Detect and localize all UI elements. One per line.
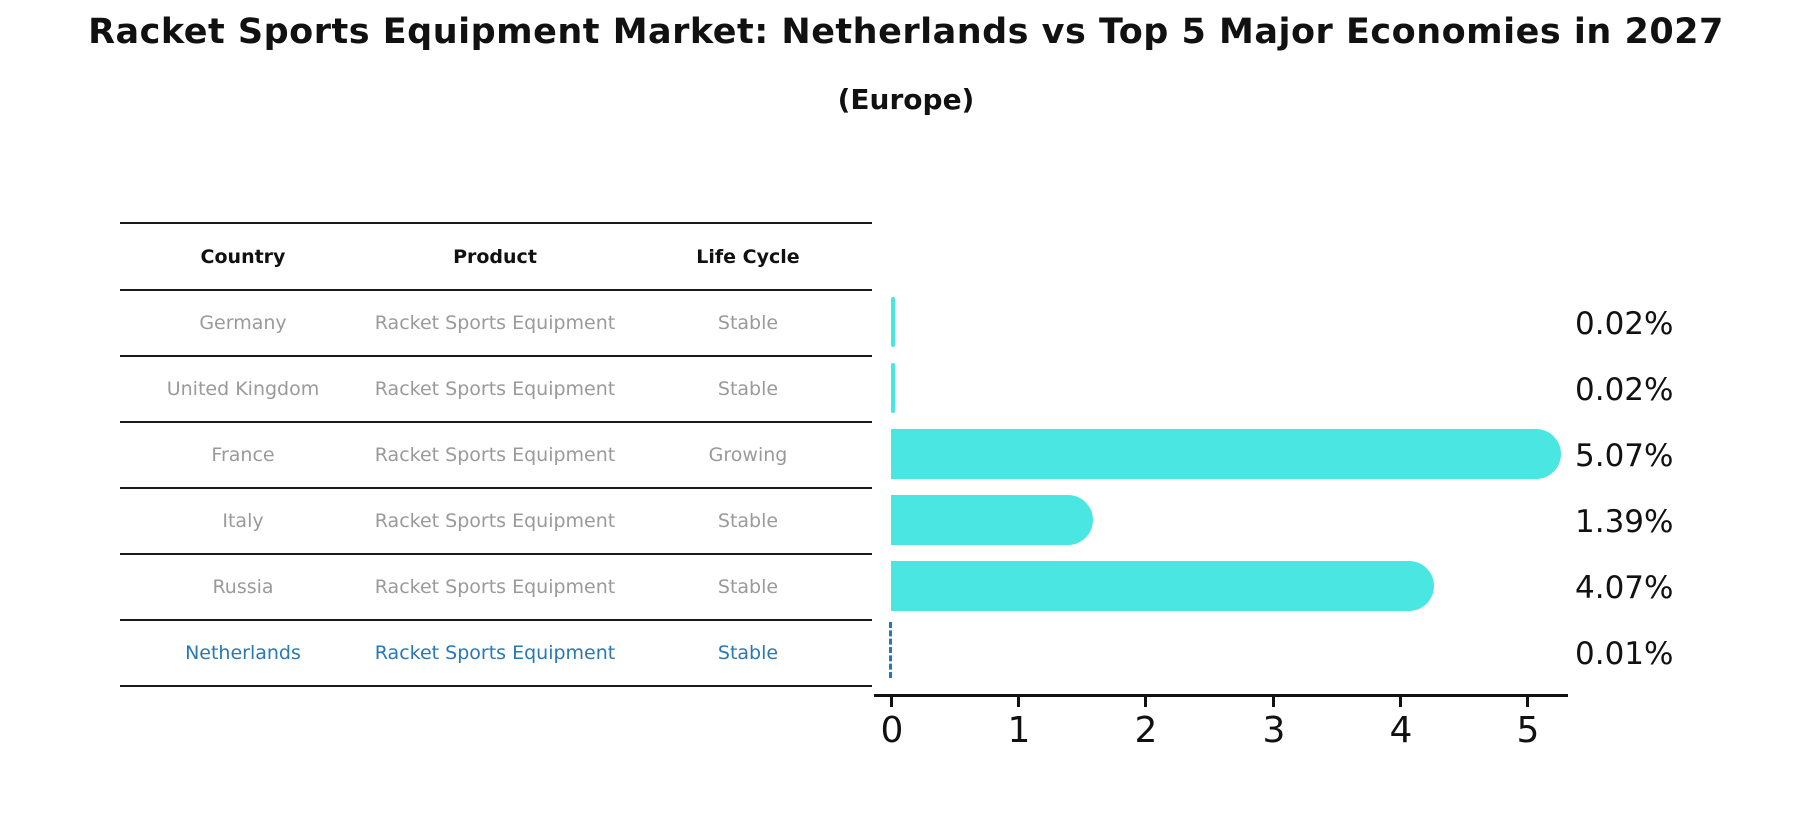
country-table: Country Product Life Cycle Germany Racke… xyxy=(120,222,872,687)
bar-united-kingdom xyxy=(891,363,895,413)
life-cycle-cell: Growing xyxy=(708,444,788,466)
country-cell: Germany xyxy=(199,312,287,334)
x-axis-line xyxy=(874,694,1568,697)
chart-subtitle: (Europe) xyxy=(837,83,975,116)
x-tick-label: 5 xyxy=(1516,710,1540,751)
x-axis-tick xyxy=(1526,697,1529,707)
product-cell: Racket Sports Equipment xyxy=(374,444,616,466)
chart-title: Racket Sports Equipment Market: Netherla… xyxy=(88,12,1724,52)
x-axis-tick xyxy=(1399,697,1402,707)
column-header-product: Product xyxy=(453,245,537,268)
country-cell: Italy xyxy=(222,510,264,532)
value-label: 0.02% xyxy=(1575,306,1674,342)
value-label: 1.39% xyxy=(1575,504,1674,540)
bar-france xyxy=(891,429,1561,479)
value-label: 4.07% xyxy=(1575,570,1674,606)
value-label: 0.02% xyxy=(1575,372,1674,408)
table-row: Italy Racket Sports Equipment Stable xyxy=(120,489,872,555)
column-header-country: Country xyxy=(200,245,286,268)
country-cell: Netherlands xyxy=(185,642,301,664)
table-row: United Kingdom Racket Sports Equipment S… xyxy=(120,357,872,423)
x-axis-tick xyxy=(1272,697,1275,707)
product-cell: Racket Sports Equipment xyxy=(374,312,616,334)
table-row: France Racket Sports Equipment Growing xyxy=(120,423,872,489)
bar-russia xyxy=(891,561,1434,611)
table-row: Germany Racket Sports Equipment Stable xyxy=(120,291,872,357)
life-cycle-cell: Stable xyxy=(717,510,779,532)
life-cycle-cell: Stable xyxy=(717,576,779,598)
life-cycle-cell: Stable xyxy=(717,642,779,664)
x-axis-tick xyxy=(1017,697,1020,707)
product-cell: Racket Sports Equipment xyxy=(374,378,616,400)
country-cell: France xyxy=(211,444,275,466)
x-tick-label: 2 xyxy=(1134,710,1158,751)
table-header-row: Country Product Life Cycle xyxy=(120,224,872,291)
x-tick-label: 1 xyxy=(1007,710,1031,751)
x-tick-label: 3 xyxy=(1262,710,1286,751)
x-axis-tick xyxy=(890,697,893,707)
value-label: 0.01% xyxy=(1575,636,1674,672)
country-cell: United Kingdom xyxy=(166,378,320,400)
product-cell: Racket Sports Equipment xyxy=(374,576,616,598)
x-tick-label: 0 xyxy=(880,710,904,751)
table-row: Russia Racket Sports Equipment Stable xyxy=(120,555,872,621)
country-cell: Russia xyxy=(212,576,274,598)
product-cell: Racket Sports Equipment xyxy=(374,642,616,664)
value-label: 5.07% xyxy=(1575,438,1674,474)
bar-netherlands-dashed xyxy=(889,622,892,678)
bar-italy xyxy=(891,495,1093,545)
bar-germany xyxy=(891,297,895,347)
life-cycle-cell: Stable xyxy=(717,312,779,334)
life-cycle-cell: Stable xyxy=(717,378,779,400)
product-cell: Racket Sports Equipment xyxy=(374,510,616,532)
x-tick-label: 4 xyxy=(1389,710,1413,751)
column-header-life-cycle: Life Cycle xyxy=(696,245,800,268)
x-axis-tick xyxy=(1144,697,1147,707)
table-row-netherlands-highlight: Netherlands Racket Sports Equipment Stab… xyxy=(120,621,872,687)
